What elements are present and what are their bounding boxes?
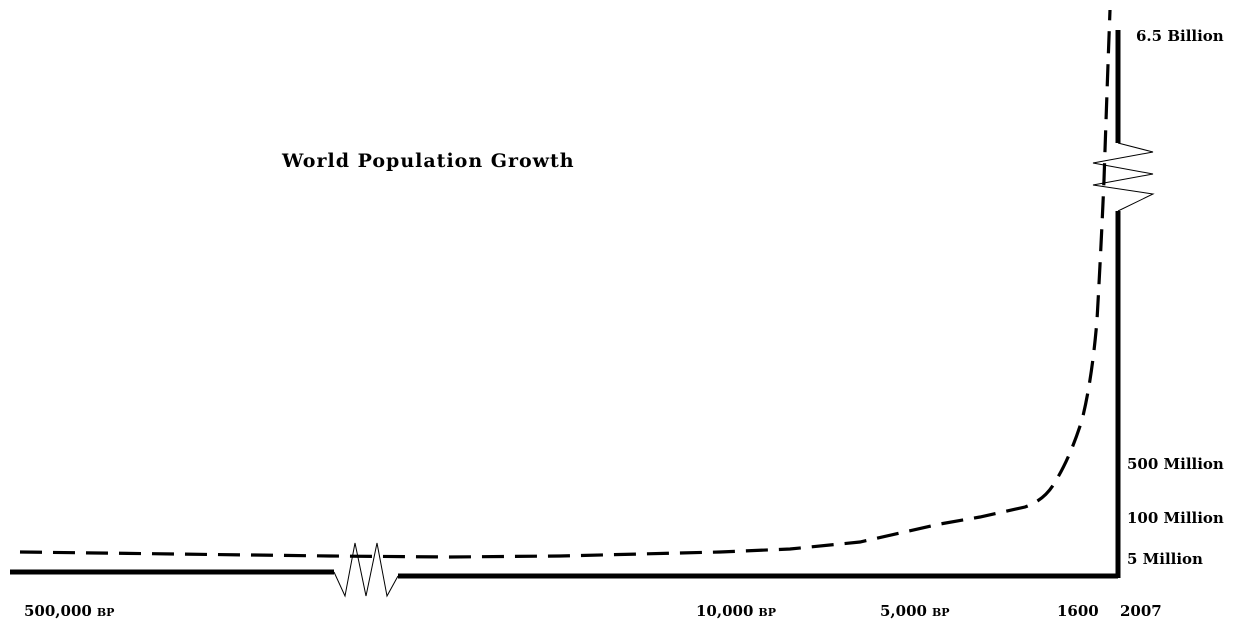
series-line-world-population bbox=[19, 9, 1112, 559]
x-tick-suffix: BP bbox=[932, 606, 950, 619]
y-tick-label-500-million: 500 Million bbox=[1127, 455, 1224, 473]
x-tick-label-500000-bp: 500,000 BP bbox=[24, 602, 114, 620]
y-tick-label-5-million: 5 Million bbox=[1127, 550, 1203, 568]
x-axis-break-mark bbox=[333, 542, 399, 598]
x-tick-value: 10,000 bbox=[696, 602, 753, 620]
x-tick-value: 5,000 bbox=[880, 602, 927, 620]
x-tick-label-1600: 1600 bbox=[1057, 602, 1099, 620]
y-tick-label-6-5-billion: 6.5 Billion bbox=[1136, 27, 1224, 45]
x-tick-label-10000-bp: 10,000 BP bbox=[696, 602, 776, 620]
y-tick-label-100-million: 100 Million bbox=[1127, 509, 1224, 527]
x-tick-suffix: BP bbox=[758, 606, 776, 619]
y-axis-break-mark bbox=[1092, 142, 1155, 212]
x-tick-value: 500,000 bbox=[24, 602, 92, 620]
chart-title: World Population Growth bbox=[281, 150, 575, 172]
x-tick-label-5000-bp: 5,000 BP bbox=[880, 602, 950, 620]
x-tick-suffix: BP bbox=[97, 606, 115, 619]
x-tick-label-2007: 2007 bbox=[1120, 602, 1162, 620]
